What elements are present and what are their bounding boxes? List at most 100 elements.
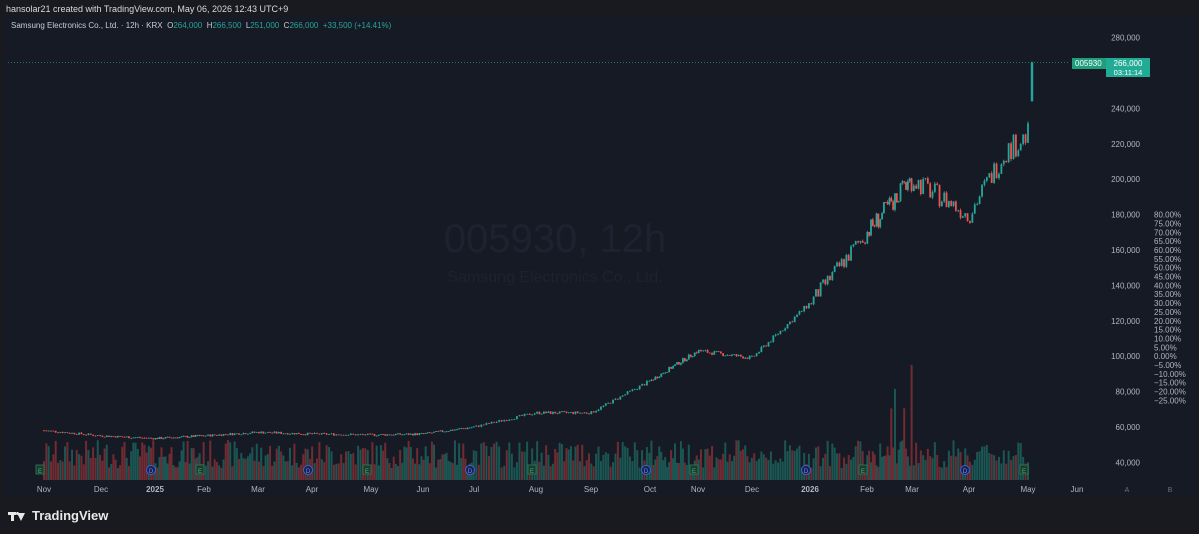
volume-bar — [477, 464, 480, 480]
candle-body — [412, 433, 414, 436]
candle-body — [426, 432, 429, 434]
volume-bar — [99, 454, 102, 480]
volume-bar — [377, 465, 380, 480]
candle-body — [998, 173, 1000, 179]
candle-body — [196, 435, 199, 436]
candle-body — [47, 430, 50, 432]
volume-bar — [125, 457, 128, 480]
volume-bar — [166, 463, 169, 480]
volume-bar — [337, 463, 340, 480]
volume-bar — [242, 458, 245, 480]
candle-body — [638, 385, 641, 390]
volume-bar — [893, 388, 896, 480]
time-tick-label: Sep — [584, 485, 599, 494]
candle-body — [1007, 143, 1010, 163]
candle-body — [954, 201, 957, 211]
volume-bar — [174, 467, 177, 480]
candle-body — [966, 213, 969, 221]
candle-body — [789, 321, 791, 325]
high-value: 266,500 — [212, 21, 242, 30]
candle-body — [556, 413, 559, 415]
dividend-marker — [146, 465, 156, 475]
volume-bar — [407, 440, 410, 480]
candle-body — [78, 432, 80, 435]
volume-bar — [722, 453, 725, 480]
volume-bar — [304, 448, 307, 480]
volume-bar — [277, 445, 280, 480]
volume-bar — [373, 464, 376, 480]
volume-bar — [812, 458, 815, 480]
candle-body — [375, 435, 378, 437]
candle-body — [313, 432, 316, 434]
candle-body — [158, 437, 161, 439]
candle-body — [971, 213, 974, 223]
candle-body — [523, 413, 526, 416]
candle-body — [439, 430, 442, 432]
volume-bar — [547, 454, 550, 480]
candle-body — [847, 255, 850, 261]
chart-panel[interactable] — [4, 16, 1195, 496]
volume-bar — [433, 444, 436, 480]
volume-bar — [323, 462, 326, 480]
percent-tick-label: −5.00% — [1154, 361, 1181, 370]
volume-bar — [503, 465, 506, 480]
candle-body — [800, 311, 803, 313]
candle-body — [498, 420, 501, 422]
volume-bar — [906, 456, 909, 480]
volume-bar — [439, 459, 442, 480]
volume-bar — [886, 446, 889, 480]
volume-bar — [884, 455, 887, 480]
candle-body — [347, 434, 350, 436]
candle-body — [64, 432, 66, 434]
candle-body — [508, 419, 511, 421]
volume-bar — [833, 447, 836, 480]
candle-body — [182, 435, 185, 437]
volume-bar — [755, 460, 758, 480]
percent-tick-label: 45.00% — [1154, 273, 1181, 282]
candle-body — [626, 391, 629, 395]
candle-body — [121, 436, 124, 438]
log-scale-button[interactable]: B — [1168, 487, 1173, 494]
candle-body — [836, 262, 838, 267]
volume-bar — [375, 445, 378, 480]
candle-body — [943, 192, 946, 202]
volume-bar — [340, 454, 343, 480]
volume-bar — [681, 448, 684, 480]
candle-body — [184, 435, 187, 437]
candle-body — [940, 201, 943, 207]
candle-body — [1012, 134, 1015, 159]
candle-body — [211, 434, 214, 437]
auto-scale-button[interactable]: A — [1125, 487, 1130, 494]
time-tick-label: May — [1020, 485, 1035, 494]
tradingview-logo[interactable]: TradingView — [8, 508, 108, 523]
volume-bar — [480, 443, 483, 480]
volume-bar — [831, 443, 834, 480]
candle-body — [105, 435, 108, 438]
volume-bar — [985, 444, 988, 480]
candle-body — [739, 354, 742, 357]
volume-bar — [959, 451, 962, 480]
volume-bar — [92, 447, 95, 480]
volume-bar — [762, 454, 765, 480]
candle-body — [87, 433, 90, 435]
price-tick-label: 120,000 — [1111, 317, 1140, 326]
volume-bar — [869, 462, 872, 480]
volume-bar — [621, 442, 624, 480]
candle-body — [531, 414, 534, 416]
candle-body — [73, 432, 76, 435]
time-tick-label: Oct — [644, 485, 657, 494]
dividend-marker — [465, 465, 475, 475]
volume-bar — [973, 459, 976, 480]
volume-bar — [602, 454, 605, 480]
earnings-marker — [527, 464, 537, 475]
candle-body — [244, 433, 247, 435]
volume-bar — [229, 442, 232, 480]
candle-body — [708, 352, 711, 354]
candle-body — [433, 431, 435, 433]
candle-body — [284, 433, 287, 435]
volume-bar — [500, 467, 503, 480]
volume-bar — [628, 456, 631, 480]
candle-body — [132, 437, 135, 439]
volume-bar — [587, 453, 590, 480]
